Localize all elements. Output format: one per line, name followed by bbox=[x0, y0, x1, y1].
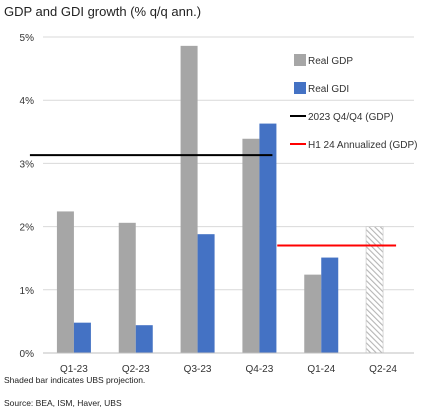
bars bbox=[56, 45, 384, 354]
y-tick-label: 3% bbox=[20, 159, 35, 170]
bar bbox=[242, 138, 260, 353]
chart-title: GDP and GDI growth (% q/q ann.) bbox=[4, 4, 202, 19]
legend-label: Real GDI bbox=[308, 84, 349, 95]
legend-label: H1 24 Annualized (GDP) bbox=[308, 140, 418, 151]
bar bbox=[56, 211, 74, 353]
bar bbox=[180, 45, 198, 354]
source-note: Source: BEA, ISM, Haver, UBS bbox=[4, 398, 122, 408]
x-tick-label: Q2-23 bbox=[122, 364, 150, 375]
x-axis: Q1-23 Q2-23 Q3-23 Q4-23 Q1-24 Q2-24 bbox=[43, 352, 414, 375]
y-tick-label: 1% bbox=[20, 286, 35, 297]
y-axis: 0% 1% 2% 3% 4% 5% bbox=[20, 33, 35, 360]
legend-label: Real GDP bbox=[308, 56, 353, 67]
bar bbox=[321, 257, 339, 353]
bar bbox=[118, 222, 136, 353]
legend: Real GDP Real GDI 2023 Q4/Q4 (GDP) H1 24 An… bbox=[290, 54, 418, 151]
x-tick-label: Q1-24 bbox=[307, 364, 335, 375]
bar bbox=[73, 322, 91, 353]
x-tick-label: Q1-23 bbox=[60, 364, 88, 375]
bar bbox=[304, 274, 322, 353]
reference-lines bbox=[29, 154, 397, 247]
y-tick-label: 4% bbox=[20, 96, 35, 107]
x-tick-label: Q2-24 bbox=[369, 364, 397, 375]
footnote: Shaded bar indicates UBS projection. bbox=[4, 375, 146, 385]
legend-label: 2023 Q4/Q4 (GDP) bbox=[308, 112, 394, 123]
legend-swatch bbox=[294, 82, 306, 94]
x-tick-label: Q4-23 bbox=[246, 364, 274, 375]
bar bbox=[135, 325, 153, 353]
y-tick-label: 0% bbox=[20, 349, 35, 360]
y-tick-label: 5% bbox=[20, 33, 35, 44]
bar bbox=[259, 123, 277, 353]
bar bbox=[197, 234, 215, 353]
x-tick-label: Q3-23 bbox=[184, 364, 212, 375]
gridlines bbox=[43, 36, 414, 354]
legend-swatch bbox=[294, 54, 306, 66]
y-tick-label: 2% bbox=[20, 223, 35, 234]
